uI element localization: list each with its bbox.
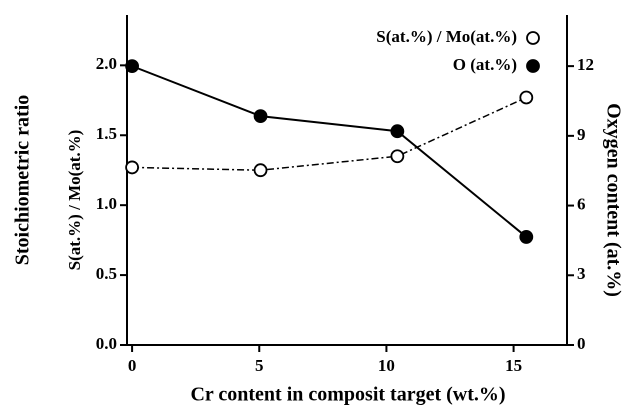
data-point — [519, 90, 534, 105]
data-point — [253, 163, 268, 178]
series-line — [131, 65, 527, 238]
y-axis-subtitle: S(at.%) / Mo(at.%) — [65, 130, 84, 271]
y2-tick-label: 6 — [577, 194, 586, 213]
y2-tick-label: 9 — [577, 125, 586, 144]
y-tick-label: 0.5 — [96, 264, 117, 283]
x-tick-label: 15 — [505, 356, 522, 375]
y2-tick-label: 0 — [577, 334, 586, 353]
data-point — [125, 59, 139, 74]
y-tick-label: 0.0 — [96, 334, 117, 353]
x-tick-label: 10 — [378, 356, 395, 375]
legend-label: S(at.%) / Mo(at.%) — [376, 27, 517, 46]
y-tick-label: 1.0 — [96, 194, 117, 213]
data-point — [390, 124, 405, 139]
y-tick-label: 2.0 — [96, 54, 117, 73]
data-point — [390, 149, 405, 164]
data-point — [253, 109, 268, 123]
legend-label: O (at.%) — [453, 55, 517, 74]
data-point — [125, 160, 139, 175]
y-tick-label: 1.5 — [96, 124, 117, 143]
y2-tick-label: 12 — [577, 55, 594, 74]
data-point — [519, 230, 534, 244]
x-axis-title: Cr content in composit target (wt.%) — [190, 384, 505, 406]
x-tick-label: 0 — [128, 356, 137, 375]
y-axis-title: Stoichiometric ratio — [12, 95, 34, 266]
y2-axis-title: Oxygen content (at.%) — [602, 103, 624, 297]
series-line — [132, 96, 527, 171]
y2-tick-label: 3 — [577, 264, 586, 283]
legend-marker — [526, 59, 540, 73]
legend-marker — [526, 31, 540, 45]
x-tick-label: 5 — [255, 356, 264, 375]
